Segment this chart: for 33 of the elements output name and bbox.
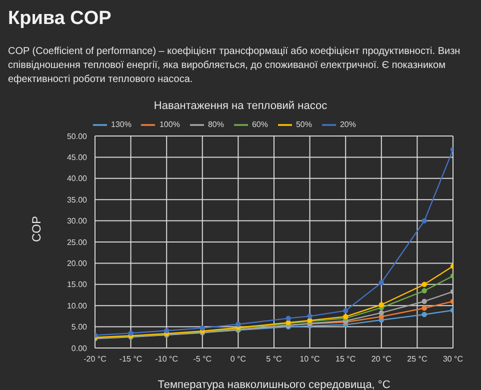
y-tick-label: 10.00: [66, 301, 88, 310]
legend-label: 60%: [252, 120, 268, 130]
chart-title: Крива COP: [8, 8, 112, 30]
y-tick-label: 50.00: [66, 132, 88, 141]
x-tick-label: -20 °C: [84, 354, 107, 364]
y-tick-label: 0.00: [71, 344, 88, 353]
chart-subtitle: COP (Coefficient of performance) – коефіцієнт трансформації або коефіцієнт продуктивності. Визн співвідношення теплової енергії, яка виробляється, до споживаної електричної. Є показником ефективності роботи теплового насоса.: [8, 45, 462, 87]
x-tick-label: -15 °C: [119, 354, 142, 364]
y-tick-label: 5.00: [71, 322, 88, 332]
y-tick-label: 30.00: [66, 216, 88, 226]
x-axis-title: Температура навколишнього середовища, °C: [158, 379, 390, 390]
y-tick-label: 25.00: [66, 238, 88, 247]
legend-label: 20%: [340, 120, 356, 130]
legend-label: 50%: [296, 120, 312, 130]
x-tick-label: -5 °C: [193, 354, 212, 364]
x-tick-label: 20 °C: [371, 354, 392, 364]
x-tick-label: -10 °C: [155, 354, 178, 364]
y-tick-label: 45.00: [66, 153, 88, 162]
y-tick-label: 15.00: [66, 280, 88, 290]
y-tick-label: 35.00: [66, 195, 88, 204]
x-tick-label: 0 °C: [230, 354, 246, 364]
legend-label: 130%: [111, 120, 132, 130]
legend-label: 80%: [208, 120, 224, 130]
x-tick-label: 25 °C: [407, 354, 428, 364]
y-tick-label: 40.00: [66, 174, 88, 184]
legend-label: 100%: [159, 120, 180, 130]
x-tick-label: 30 °C: [442, 354, 464, 364]
x-tick-label: 5 °C: [266, 354, 282, 364]
x-tick-label: 10 °C: [300, 354, 320, 364]
y-axis-title: COP: [29, 216, 44, 242]
x-tick-label: 15 °C: [336, 354, 356, 364]
y-tick-label: 20.00: [66, 259, 88, 268]
text: Навантаження на тепловий насос: [152, 100, 328, 112]
